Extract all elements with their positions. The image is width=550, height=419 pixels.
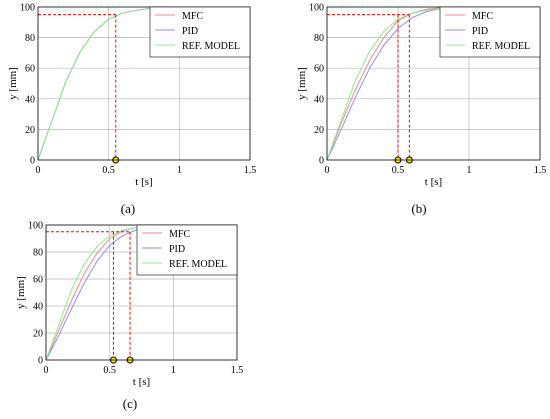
x-tick-label: 0.5	[103, 365, 116, 376]
y-tick-label: 20	[25, 125, 35, 136]
chart-panel-3: 0 0.5 1 1.5 0 20 40 60 80 100 t [s] y [mm] MFC PID REF…	[15, 221, 243, 412]
y-tick-label: 60	[314, 64, 324, 75]
y-tick-label: 40	[33, 302, 43, 313]
x-tick-label: 0	[36, 165, 41, 176]
x-tick-label: 1.5	[231, 365, 244, 376]
x-axis-label: t [s]	[135, 176, 152, 188]
legend-label: MFC	[472, 11, 493, 22]
y-tick-label: 60	[33, 275, 43, 286]
x-tick-label: 1	[171, 365, 176, 376]
chart-panel-2: 0 0.5 1 1.5 0 20 40 60 80 100 t [s] y [mm] MFC PID REF…	[296, 3, 546, 217]
x-tick-label: 0.5	[392, 165, 405, 176]
chart-panel-1: 0 0.5 1 1.5 0 20 40 60 80 100 t [s] y [mm] MFC PID REF…	[7, 3, 256, 217]
y-tick-label: 100	[309, 3, 324, 14]
x-tick-label: 0	[44, 365, 49, 376]
x-axis-label: t [s]	[133, 376, 150, 388]
legend-label: REF. MODEL	[472, 41, 530, 52]
y-tick-label: 0	[30, 156, 35, 167]
y-axis-label: y [mm]	[7, 67, 19, 100]
panel-caption: (a)	[121, 201, 135, 216]
legend-label: PID	[472, 26, 488, 37]
axes-box	[37, 6, 251, 161]
y-tick-label: 80	[314, 33, 324, 44]
y-tick-label: 0	[38, 356, 43, 367]
legend-label: REF. MODEL	[169, 259, 227, 270]
y-tick-label: 20	[314, 125, 324, 136]
legend: MFC PID REF. MODEL	[136, 224, 238, 276]
y-tick-label: 20	[33, 329, 43, 340]
axes-box	[326, 6, 541, 161]
x-tick-label: 1	[467, 165, 472, 176]
legend-label: PID	[182, 26, 198, 37]
y-axis-label: y [mm]	[15, 276, 27, 309]
y-tick-label: 0	[319, 156, 324, 167]
x-tick-label: 0.5	[102, 165, 115, 176]
x-tick-label: 1.5	[244, 165, 257, 176]
legend-label: MFC	[182, 11, 203, 22]
legend-label: REF. MODEL	[182, 41, 240, 52]
panel-caption: (b)	[411, 201, 426, 216]
panel-caption: (c)	[123, 396, 137, 411]
legend: MFC PID REF. MODEL	[439, 6, 541, 58]
legend: MFC PID REF. MODEL	[149, 6, 251, 58]
y-tick-label: 80	[25, 33, 35, 44]
y-tick-label: 80	[33, 248, 43, 259]
y-tick-label: 100	[20, 3, 35, 14]
x-axis-label: t [s]	[425, 176, 442, 188]
x-tick-label: 1.5	[534, 165, 547, 176]
y-axis-label: y [mm]	[296, 67, 308, 100]
x-tick-label: 0	[325, 165, 330, 176]
legend-label: MFC	[169, 229, 190, 240]
x-tick-label: 1	[177, 165, 182, 176]
y-tick-label: 100	[28, 221, 43, 232]
y-tick-label: 40	[25, 94, 35, 105]
y-tick-label: 40	[314, 94, 324, 105]
y-tick-label: 60	[25, 64, 35, 75]
legend-label: PID	[169, 244, 185, 255]
